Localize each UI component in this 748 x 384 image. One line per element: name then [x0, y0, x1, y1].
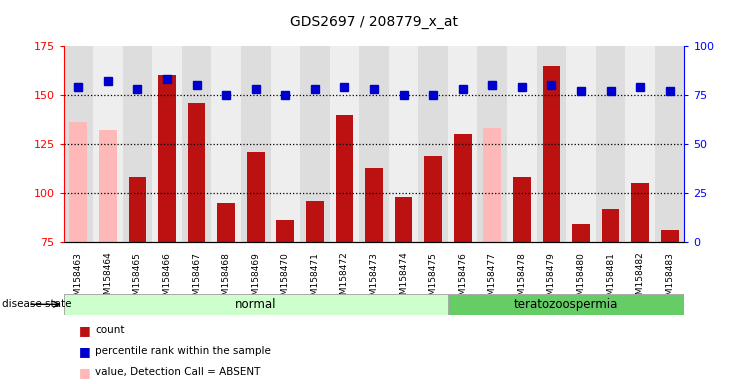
- Bar: [424, 156, 442, 242]
- Bar: [247, 152, 265, 242]
- Text: teratozoospermia: teratozoospermia: [514, 298, 619, 311]
- Bar: [483, 128, 501, 242]
- Bar: [389, 46, 418, 242]
- Bar: [513, 177, 530, 242]
- Bar: [123, 46, 153, 242]
- Bar: [212, 46, 241, 242]
- Bar: [625, 46, 654, 242]
- Text: ■: ■: [79, 366, 91, 379]
- Bar: [336, 115, 353, 242]
- Bar: [182, 46, 212, 242]
- Bar: [158, 76, 176, 242]
- Bar: [64, 46, 94, 242]
- Bar: [631, 183, 649, 242]
- Bar: [94, 46, 123, 242]
- Bar: [448, 46, 477, 242]
- Bar: [566, 46, 595, 242]
- Bar: [365, 167, 383, 242]
- Bar: [507, 46, 536, 242]
- Bar: [595, 46, 625, 242]
- Text: ■: ■: [79, 324, 91, 337]
- Bar: [418, 46, 448, 242]
- Bar: [542, 66, 560, 242]
- Bar: [477, 46, 507, 242]
- Bar: [448, 294, 684, 315]
- Text: GDS2697 / 208779_x_at: GDS2697 / 208779_x_at: [290, 15, 458, 29]
- Bar: [300, 46, 330, 242]
- Bar: [64, 294, 448, 315]
- Bar: [218, 203, 235, 242]
- Bar: [454, 134, 471, 242]
- Text: value, Detection Call = ABSENT: value, Detection Call = ABSENT: [95, 367, 260, 377]
- Text: normal: normal: [235, 298, 277, 311]
- Bar: [601, 209, 619, 242]
- Bar: [572, 224, 590, 242]
- Bar: [660, 230, 678, 242]
- Bar: [330, 46, 359, 242]
- Bar: [188, 103, 206, 242]
- Text: disease state: disease state: [2, 299, 72, 310]
- Bar: [306, 201, 324, 242]
- Bar: [70, 122, 88, 242]
- Text: count: count: [95, 325, 124, 335]
- Text: percentile rank within the sample: percentile rank within the sample: [95, 346, 271, 356]
- Bar: [241, 46, 271, 242]
- Bar: [395, 197, 412, 242]
- Bar: [99, 130, 117, 242]
- Bar: [153, 46, 182, 242]
- Bar: [277, 220, 294, 242]
- Bar: [129, 177, 147, 242]
- Bar: [271, 46, 300, 242]
- Bar: [359, 46, 389, 242]
- Text: ■: ■: [79, 345, 91, 358]
- Bar: [536, 46, 566, 242]
- Bar: [654, 46, 684, 242]
